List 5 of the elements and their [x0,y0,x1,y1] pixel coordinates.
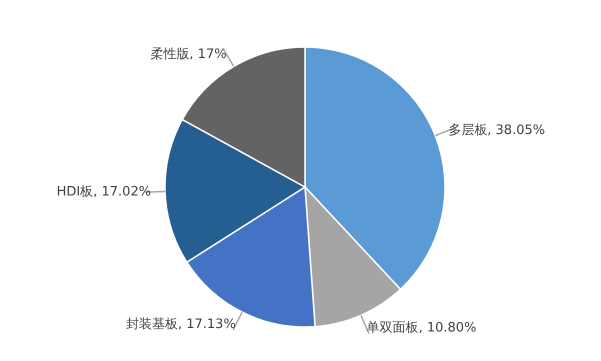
slice-label: 多层板, 38.05% [448,123,546,138]
slice-label: 柔性版, 17% [150,46,227,62]
slice-label: 单双面板, 10.80% [366,320,476,336]
slice-label: 封装基板, 17.13% [126,317,236,332]
slice-label: HDI板, 17.02% [56,184,152,200]
